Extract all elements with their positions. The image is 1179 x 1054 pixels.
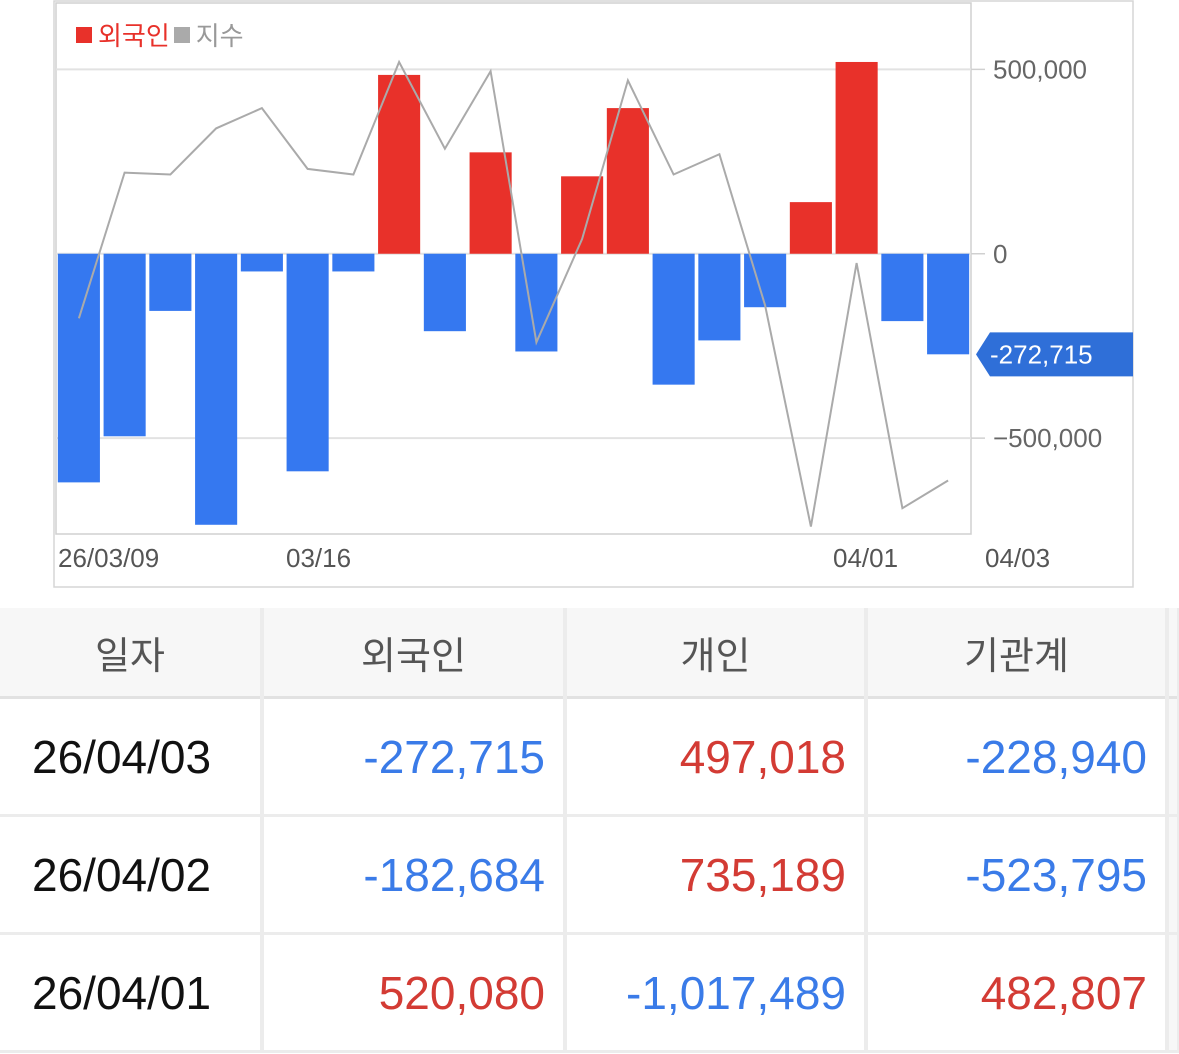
bar — [378, 74, 421, 254]
cell-individual: 497,018 — [565, 697, 868, 817]
y-tick-label: −500,000 — [993, 423, 1102, 453]
bar — [332, 253, 375, 272]
legend-item-foreign: 외국인 — [76, 16, 170, 53]
bar — [286, 253, 329, 472]
plot-frame — [55, 2, 972, 535]
header-institution[interactable]: 기관계 — [866, 608, 1169, 699]
bar — [240, 253, 283, 272]
chart-svg: 500,000 0 −500,000 26/03/09 03/16 04/01 04/03 -… — [53, 0, 1134, 588]
bar — [149, 253, 192, 311]
bar — [57, 253, 100, 483]
header-foreign[interactable]: 외국인 — [262, 608, 567, 699]
x-tick-label: 03/16 — [286, 543, 351, 573]
x-tick-label: 26/03/09 — [58, 543, 159, 573]
bar — [423, 253, 466, 332]
cell-overflow-stub — [1167, 697, 1179, 817]
legend-swatch-foreign — [76, 26, 92, 43]
cell-date: 26/04/03 — [0, 697, 264, 817]
cell-institution: 482,807 — [866, 933, 1169, 1053]
table-row: 26/04/03 -272,715 497,018 -228,940 — [0, 697, 1179, 817]
bar — [195, 253, 238, 525]
y-tick-label: 0 — [993, 239, 1007, 269]
cell-institution: -228,940 — [866, 697, 1169, 817]
legend-item-index: 지수 — [173, 16, 244, 53]
legend-swatch-index — [173, 26, 190, 43]
cell-individual: 735,189 — [565, 815, 868, 935]
bar — [744, 253, 787, 308]
table-row: 26/04/01 520,080 -1,017,489 482,807 — [0, 933, 1179, 1053]
bar — [835, 61, 878, 254]
current-value-label: -272,715 — [990, 339, 1093, 369]
cell-date: 26/04/01 — [0, 933, 264, 1053]
x-tick-label: 04/03 — [985, 543, 1050, 573]
bar — [469, 152, 512, 254]
bar — [927, 253, 970, 355]
table-header-row: 일자 외국인 개인 기관계 — [0, 608, 1179, 699]
cell-foreign: -272,715 — [262, 697, 567, 817]
bar — [103, 253, 146, 437]
cell-institution: -523,795 — [866, 815, 1169, 935]
index-line — [77, 59, 949, 527]
y-tick-label: 500,000 — [993, 54, 1087, 84]
cell-individual: -1,017,489 — [565, 933, 868, 1053]
bar — [698, 253, 741, 341]
investor-flow-table: 일자 외국인 개인 기관계 26/04/03 -272,715 497,018 … — [0, 608, 1179, 1053]
cell-foreign: -182,684 — [262, 815, 567, 935]
legend-label-index: 지수 — [195, 22, 244, 52]
cell-foreign: 520,080 — [262, 933, 567, 1053]
header-date[interactable]: 일자 — [0, 608, 264, 699]
legend-label-foreign: 외국인 — [98, 22, 170, 52]
table-row: 26/04/02 -182,684 735,189 -523,795 — [0, 815, 1179, 935]
header-overflow-stub — [1167, 608, 1179, 699]
bar — [515, 253, 558, 352]
bar — [789, 202, 832, 254]
header-individual[interactable]: 개인 — [565, 608, 868, 699]
current-value-badge — [976, 332, 1133, 377]
foreign-flow-chart: 500,000 0 −500,000 26/03/09 03/16 04/01 04/03 -… — [53, 0, 1134, 588]
bar — [652, 253, 695, 385]
chart-legend: 외국인 지수 — [76, 16, 248, 53]
cell-date: 26/04/02 — [0, 815, 264, 935]
cell-overflow-stub — [1167, 815, 1179, 935]
x-tick-label: 04/01 — [833, 543, 898, 573]
bar — [881, 253, 924, 322]
cell-overflow-stub — [1167, 933, 1179, 1053]
